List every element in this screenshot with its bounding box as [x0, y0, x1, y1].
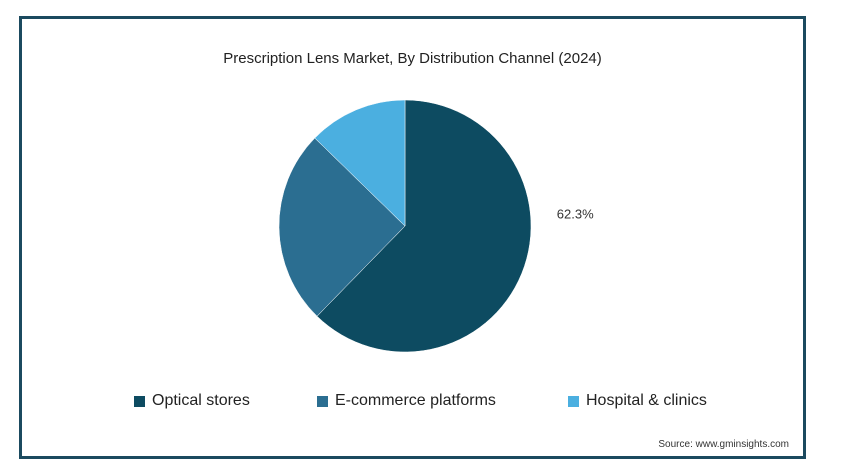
legend-item-optical-stores: Optical stores [134, 392, 250, 410]
legend-swatch-hospital-clinics [568, 395, 579, 407]
pie-slice-optical-stores [316, 99, 532, 353]
chart-legend: Optical stores E-commerce platforms Hosp… [22, 392, 803, 412]
pie-data-label: 62.3% [557, 206, 594, 221]
legend-swatch-optical-stores [134, 395, 145, 407]
legend-item-hospital-clinics: Hospital & clinics [568, 392, 707, 410]
legend-label-e-commerce-platforms: E-commerce platforms [335, 392, 496, 409]
pie-slice-hospital-clinics [314, 99, 406, 227]
legend-label-hospital-clinics: Hospital & clinics [586, 392, 707, 409]
source-note: Source: www.gminsights.com [658, 439, 789, 450]
pie-slice-e-commerce-platforms [278, 137, 406, 317]
chart-frame: Prescription Lens Market, By Distributio… [19, 16, 806, 459]
legend-label-optical-stores: Optical stores [152, 392, 250, 409]
pie-chart: 62.3% [278, 99, 594, 353]
legend-swatch-e-commerce-platforms [317, 395, 328, 407]
chart-title: Prescription Lens Market, By Distributio… [223, 50, 602, 67]
legend-item-e-commerce-platforms: E-commerce platforms [317, 392, 496, 410]
